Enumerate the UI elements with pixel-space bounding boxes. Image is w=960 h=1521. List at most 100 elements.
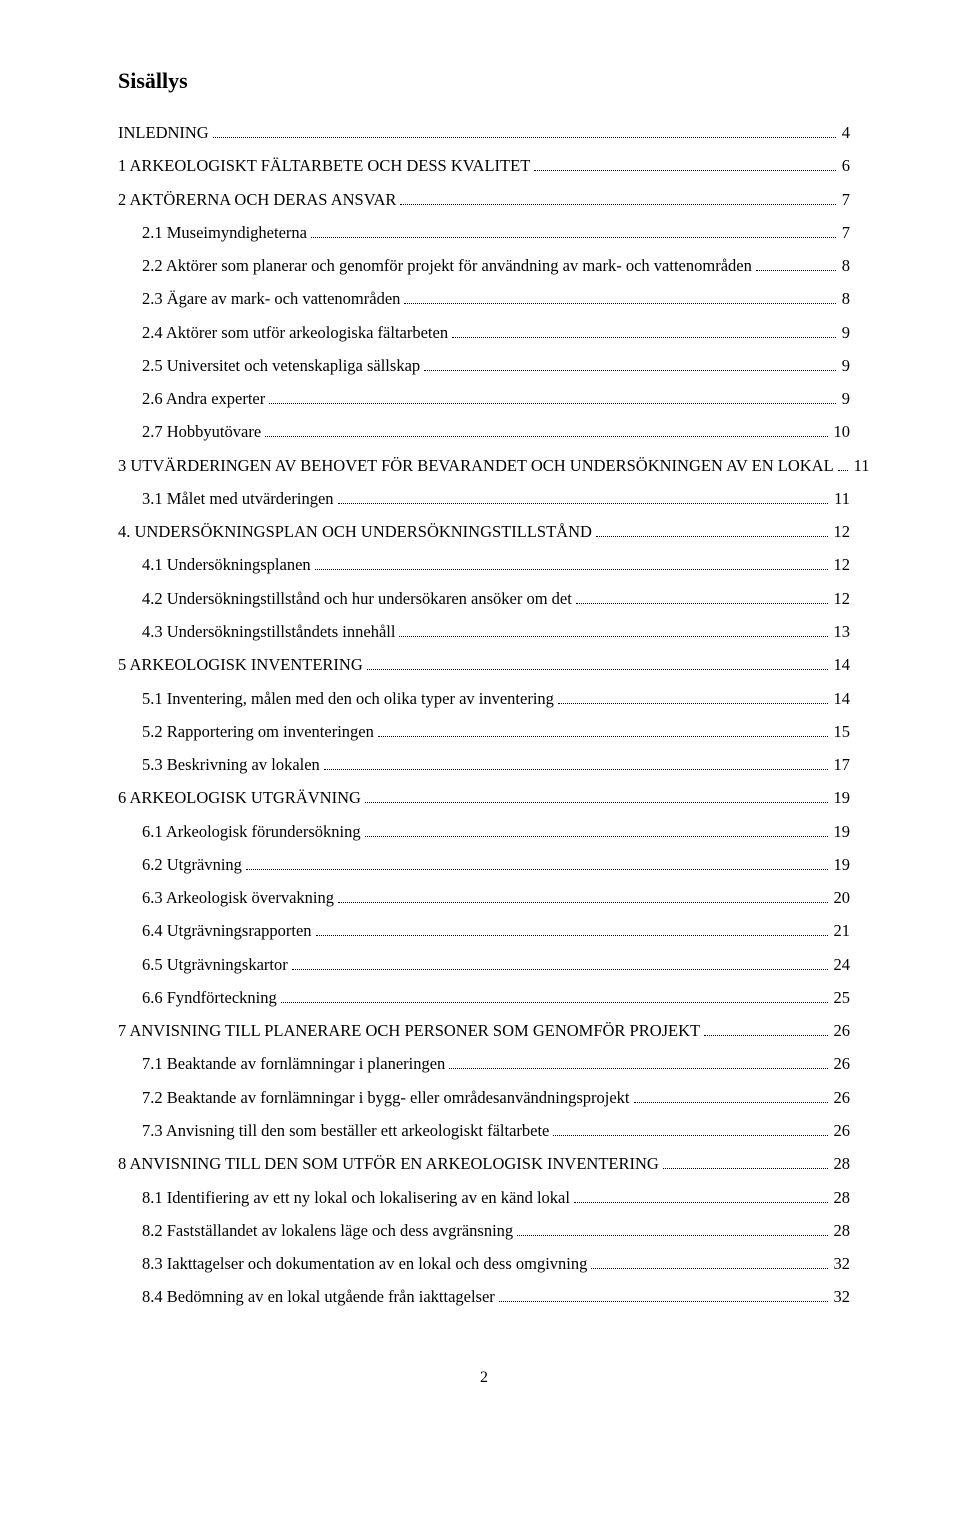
toc-leader (574, 1202, 828, 1203)
toc-leader (316, 935, 828, 936)
toc-entry[interactable]: 1 ARKEOLOGISKT FÄLTARBETE OCH DESS KVALI… (118, 155, 850, 177)
toc-leader (269, 403, 836, 404)
toc-entry[interactable]: 8.4 Bedömning av en lokal utgående från … (118, 1286, 850, 1308)
toc-entry-label: 8.4 Bedömning av en lokal utgående från … (142, 1286, 495, 1308)
toc-leader (499, 1301, 828, 1302)
toc-entry[interactable]: 3.1 Målet med utvärderingen 11 (118, 488, 850, 510)
toc-entry-page: 7 (840, 189, 850, 211)
toc-entry[interactable]: 4. UNDERSÖKNINGSPLAN OCH UNDERSÖKNINGSTI… (118, 521, 850, 543)
toc-entry[interactable]: 2.4 Aktörer som utför arkeologiska fälta… (118, 322, 850, 344)
toc-leader (756, 270, 836, 271)
toc-entry-label: 4.2 Undersökningstillstånd och hur under… (142, 588, 572, 610)
toc-entry-label: 6.6 Fyndförteckning (142, 987, 277, 1009)
toc-entry[interactable]: 4.2 Undersökningstillstånd och hur under… (118, 588, 850, 610)
toc-leader (634, 1102, 828, 1103)
toc-leader (534, 170, 835, 171)
toc-entry[interactable]: 2.5 Universitet och vetenskapliga sällsk… (118, 355, 850, 377)
toc-entry-label: 2.6 Andra experter (142, 388, 265, 410)
toc-leader (663, 1168, 828, 1169)
toc-leader (553, 1135, 827, 1136)
toc-entry[interactable]: 6.3 Arkeologisk övervakning20 (118, 887, 850, 909)
toc-entry-label: 5 ARKEOLOGISK INVENTERING (118, 654, 363, 676)
toc-entry[interactable]: 4.1 Undersökningsplanen12 (118, 554, 850, 576)
toc-entry-label: 2.2 Aktörer som planerar och genomför pr… (142, 255, 752, 277)
page: Sisällys INLEDNING41 ARKEOLOGISKT FÄLTAR… (0, 0, 960, 1427)
toc-entry[interactable]: 5.3 Beskrivning av lokalen17 (118, 754, 850, 776)
toc-entry-page: 19 (832, 787, 851, 809)
toc-leader (596, 536, 828, 537)
toc-entry-page: 11 (832, 488, 850, 510)
toc-entry-page: 8 (840, 288, 850, 310)
toc-entry[interactable]: 5 ARKEOLOGISK INVENTERING 14 (118, 654, 850, 676)
toc-entry[interactable]: 6.5 Utgrävningskartor24 (118, 954, 850, 976)
toc-entry-label: 3.1 Målet med utvärderingen (142, 488, 334, 510)
toc-entry-label: 8.1 Identifiering av ett ny lokal och lo… (142, 1187, 570, 1209)
toc-entry[interactable]: INLEDNING4 (118, 122, 850, 144)
toc-entry-page: 12 (832, 588, 851, 610)
toc-entry[interactable]: 7.2 Beaktande av fornlämningar i bygg- e… (118, 1087, 850, 1109)
toc-leader (365, 836, 828, 837)
toc-entry-page: 14 (832, 654, 851, 676)
toc-entry-label: 6.4 Utgrävningsrapporten (142, 920, 312, 942)
toc-entry-page: 32 (832, 1253, 851, 1275)
toc-leader (452, 337, 836, 338)
toc-entry-page: 28 (832, 1153, 851, 1175)
toc-entry[interactable]: 2.1 Museimyndigheterna 7 (118, 222, 850, 244)
toc-leader (424, 370, 836, 371)
toc-entry-page: 12 (832, 521, 851, 543)
toc-entry-page: 28 (832, 1220, 851, 1242)
toc-entry[interactable]: 5.2 Rapportering om inventeringen 15 (118, 721, 850, 743)
toc-leader (399, 636, 827, 637)
toc-entry[interactable]: 3 UTVÄRDERINGEN AV BEHOVET FÖR BEVARANDE… (118, 455, 850, 477)
toc-entry[interactable]: 6.2 Utgrävning 19 (118, 854, 850, 876)
toc-entry[interactable]: 4.3 Undersökningstillståndets innehåll13 (118, 621, 850, 643)
toc-entry-label: 5.2 Rapportering om inventeringen (142, 721, 374, 743)
toc-entry-label: 7.1 Beaktande av fornlämningar i planeri… (142, 1053, 445, 1075)
toc-entry[interactable]: 2.2 Aktörer som planerar och genomför pr… (118, 255, 850, 277)
page-number: 2 (118, 1369, 850, 1387)
toc-entry-page: 19 (832, 854, 851, 876)
toc-entry[interactable]: 6.6 Fyndförteckning25 (118, 987, 850, 1009)
toc-entry[interactable]: 8.2 Fastställandet av lokalens läge och … (118, 1220, 850, 1242)
toc-entry-page: 28 (832, 1187, 851, 1209)
toc-entry-label: 2.1 Museimyndigheterna (142, 222, 307, 244)
toc-entry-label: 2.3 Ägare av mark- och vattenområden (142, 288, 400, 310)
toc-entry[interactable]: 2 AKTÖRERNA OCH DERAS ANSVAR7 (118, 189, 850, 211)
toc-leader (281, 1002, 828, 1003)
toc-entry-label: 2.5 Universitet och vetenskapliga sällsk… (142, 355, 420, 377)
toc-entry[interactable]: 7.1 Beaktande av fornlämningar i planeri… (118, 1053, 850, 1075)
toc-entry-label: 3 UTVÄRDERINGEN AV BEHOVET FÖR BEVARANDE… (118, 455, 834, 477)
toc-leader (704, 1035, 827, 1036)
toc-entry-page: 14 (832, 688, 851, 710)
toc-entry-page: 15 (832, 721, 851, 743)
toc-entry-page: 10 (832, 421, 851, 443)
toc-entry[interactable]: 8.1 Identifiering av ett ny lokal och lo… (118, 1187, 850, 1209)
toc-leader (213, 137, 836, 138)
toc-entry[interactable]: 7.3 Anvisning till den som beställer ett… (118, 1120, 850, 1142)
toc-entry-page: 32 (832, 1286, 851, 1308)
toc-entry[interactable]: 6.4 Utgrävningsrapporten21 (118, 920, 850, 942)
toc-leader (292, 969, 828, 970)
toc-entry-label: 6.2 Utgrävning (142, 854, 242, 876)
toc-entry[interactable]: 6 ARKEOLOGISK UTGRÄVNING19 (118, 787, 850, 809)
toc-entry-label: 1 ARKEOLOGISKT FÄLTARBETE OCH DESS KVALI… (118, 155, 530, 177)
toc-leader (315, 569, 828, 570)
toc-leader (338, 902, 827, 903)
toc-entry[interactable]: 8.3 Iakttagelser och dokumentation av en… (118, 1253, 850, 1275)
toc-entry[interactable]: 6.1 Arkeologisk förundersökning19 (118, 821, 850, 843)
toc-entry[interactable]: 7 ANVISNING TILL PLANERARE OCH PERSONER … (118, 1020, 850, 1042)
toc-entry-page: 7 (840, 222, 850, 244)
toc-entry-label: 4. UNDERSÖKNINGSPLAN OCH UNDERSÖKNINGSTI… (118, 521, 592, 543)
toc-entry[interactable]: 2.3 Ägare av mark- och vattenområden 8 (118, 288, 850, 310)
toc-entry[interactable]: 2.6 Andra experter9 (118, 388, 850, 410)
toc-entry-label: 7 ANVISNING TILL PLANERARE OCH PERSONER … (118, 1020, 700, 1042)
toc-leader (517, 1235, 827, 1236)
toc-entry-page: 12 (832, 554, 851, 576)
toc-entry[interactable]: 5.1 Inventering, målen med den och olika… (118, 688, 850, 710)
toc-leader (324, 769, 828, 770)
toc-entry-page: 20 (832, 887, 851, 909)
toc-leader (838, 470, 848, 471)
toc-entry[interactable]: 8 ANVISNING TILL DEN SOM UTFÖR EN ARKEOL… (118, 1153, 850, 1175)
toc-entry[interactable]: 2.7 Hobbyutövare10 (118, 421, 850, 443)
toc-leader (378, 736, 828, 737)
